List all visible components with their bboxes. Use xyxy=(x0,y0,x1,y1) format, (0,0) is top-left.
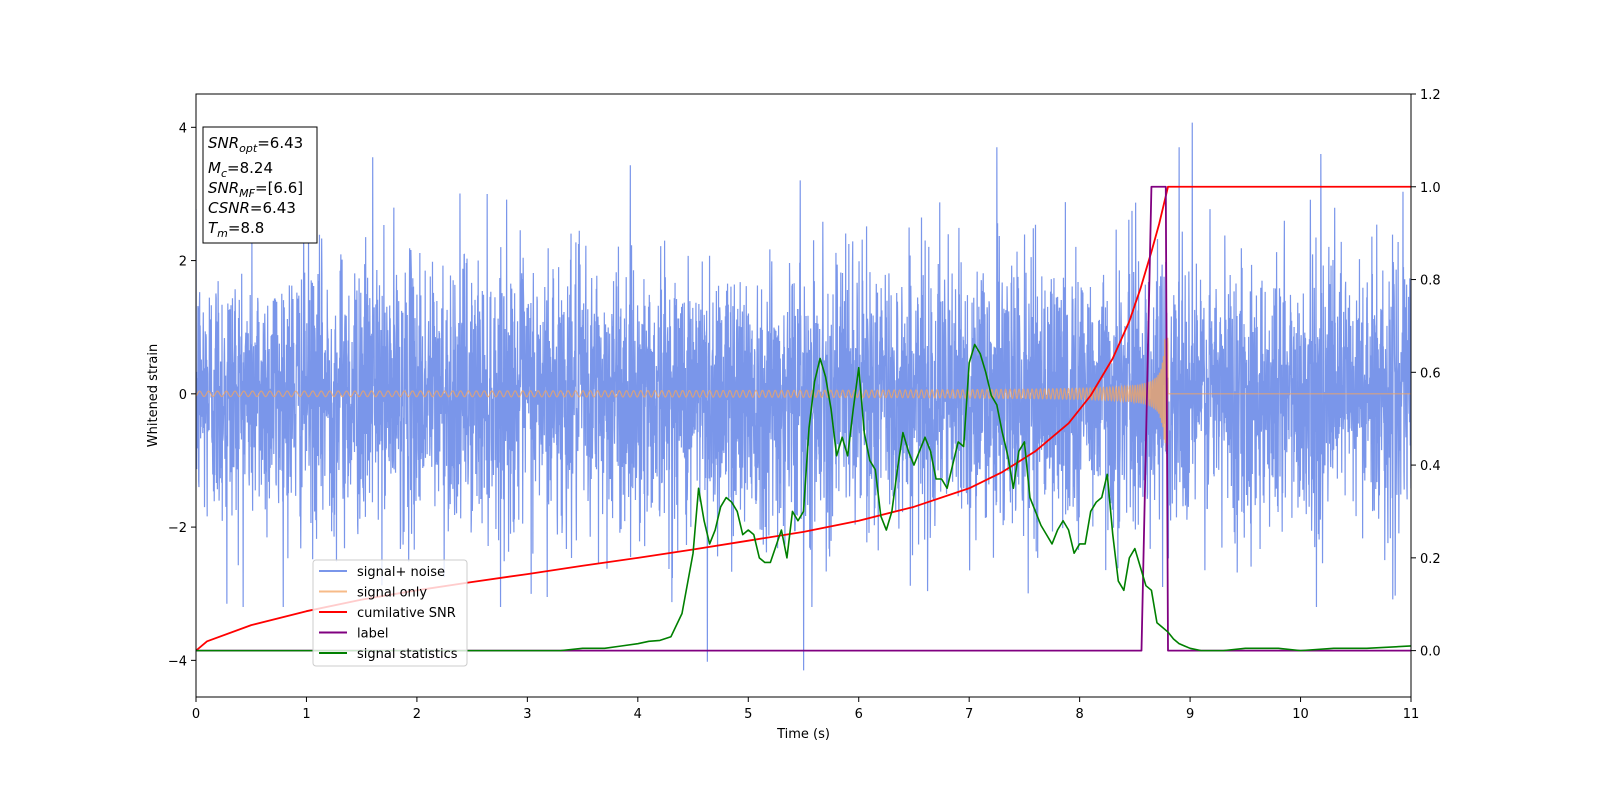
info-snr-opt-value: =6.43 xyxy=(257,134,303,152)
legend-label-signal-only: signal only xyxy=(357,586,427,601)
info-merger-time: Tm=8.8 xyxy=(208,219,264,240)
x-axis-label: Time (s) xyxy=(776,727,830,742)
series-signal-noise xyxy=(196,122,1411,671)
legend-frame xyxy=(312,559,468,667)
info-chirp-mass-subscript: c xyxy=(221,167,227,180)
y-right-tick-label-5: 1.0 xyxy=(1420,181,1441,196)
y-right-tick-label-0: 0.0 xyxy=(1420,645,1441,660)
info-snr-mf-subscript: MF xyxy=(239,187,255,200)
y-right-tick-label-3: 0.6 xyxy=(1420,366,1441,381)
y-tick-label-0: −4 xyxy=(168,654,187,669)
info-snr-mf: SNRMF=[6.6] xyxy=(208,179,303,200)
info-merger-time-symbol: T xyxy=(208,219,219,237)
info-merger-time-value: =8.8 xyxy=(228,219,264,237)
info-chirp-mass-value: =8.24 xyxy=(227,159,273,177)
x-tick-label-6: 6 xyxy=(855,707,863,722)
legend-label-cumulative-snr: cumilative SNR xyxy=(357,606,456,621)
info-merger-time-subscript: m xyxy=(217,227,228,240)
ticks-layer: 0 1 2 3 4 5 6 7 8 9 10 11 −4 −2 0 2 4 0.0 0.2 0.4 0.6 0.8 1.0 1… xyxy=(168,88,1441,722)
info-csnr-value: =6.43 xyxy=(250,199,296,217)
info-box-frame xyxy=(202,126,318,244)
x-tick-label-1: 1 xyxy=(302,707,310,722)
x-tick-label-9: 9 xyxy=(1186,707,1194,722)
y-right-tick-label-1: 0.2 xyxy=(1420,552,1441,567)
x-tick-label-3: 3 xyxy=(523,707,531,722)
info-chirp-mass: Mc=8.24 xyxy=(208,159,273,180)
axes-frame xyxy=(195,93,1412,698)
info-csnr-symbol: CSNR xyxy=(208,199,250,217)
x-tick-label-2: 2 xyxy=(413,707,421,722)
info-csnr: CSNR=6.43 xyxy=(208,199,296,217)
info-snr-opt-symbol: SNR xyxy=(208,134,239,152)
info-snr-mf-symbol: SNR xyxy=(208,179,239,197)
x-tick-label-5: 5 xyxy=(744,707,752,722)
y-tick-label-4: 4 xyxy=(179,121,187,136)
x-tick-label-11: 11 xyxy=(1403,707,1420,722)
info-snr-mf-value: =[6.6] xyxy=(255,179,303,197)
y-right-tick-label-2: 0.4 xyxy=(1420,459,1441,474)
y-tick-label-1: −2 xyxy=(168,521,187,536)
x-tick-label-7: 7 xyxy=(965,707,973,722)
info-box: SNRopt=6.43 Mc=8.24 SNRMF=[6.6] CSNR=6.4… xyxy=(202,126,318,244)
info-chirp-mass-symbol: M xyxy=(208,159,221,177)
legend-label-signal-noise: signal+ noise xyxy=(357,565,445,580)
series-signal-only xyxy=(196,337,1411,451)
series-signal-statistics xyxy=(196,343,1411,652)
info-snr-opt: SNRopt=6.43 xyxy=(208,134,303,155)
x-tick-label-8: 8 xyxy=(1075,707,1083,722)
info-snr-opt-subscript: opt xyxy=(239,142,258,155)
y-right-tick-label-6: 1.2 xyxy=(1420,88,1441,103)
y-tick-label-2: 0 xyxy=(179,388,187,403)
y-axis-label: Whitened strain xyxy=(146,344,161,447)
legend: signal+ noise signal only cumilative SNR… xyxy=(312,559,468,667)
y-tick-label-3: 2 xyxy=(179,255,187,270)
y-right-tick-label-4: 0.8 xyxy=(1420,274,1441,289)
x-tick-label-4: 4 xyxy=(634,707,642,722)
x-tick-label-10: 10 xyxy=(1292,707,1309,722)
legend-label-signal-statistics: signal statistics xyxy=(357,647,458,662)
x-tick-label-0: 0 xyxy=(192,707,200,722)
legend-label-label: label xyxy=(357,627,388,642)
